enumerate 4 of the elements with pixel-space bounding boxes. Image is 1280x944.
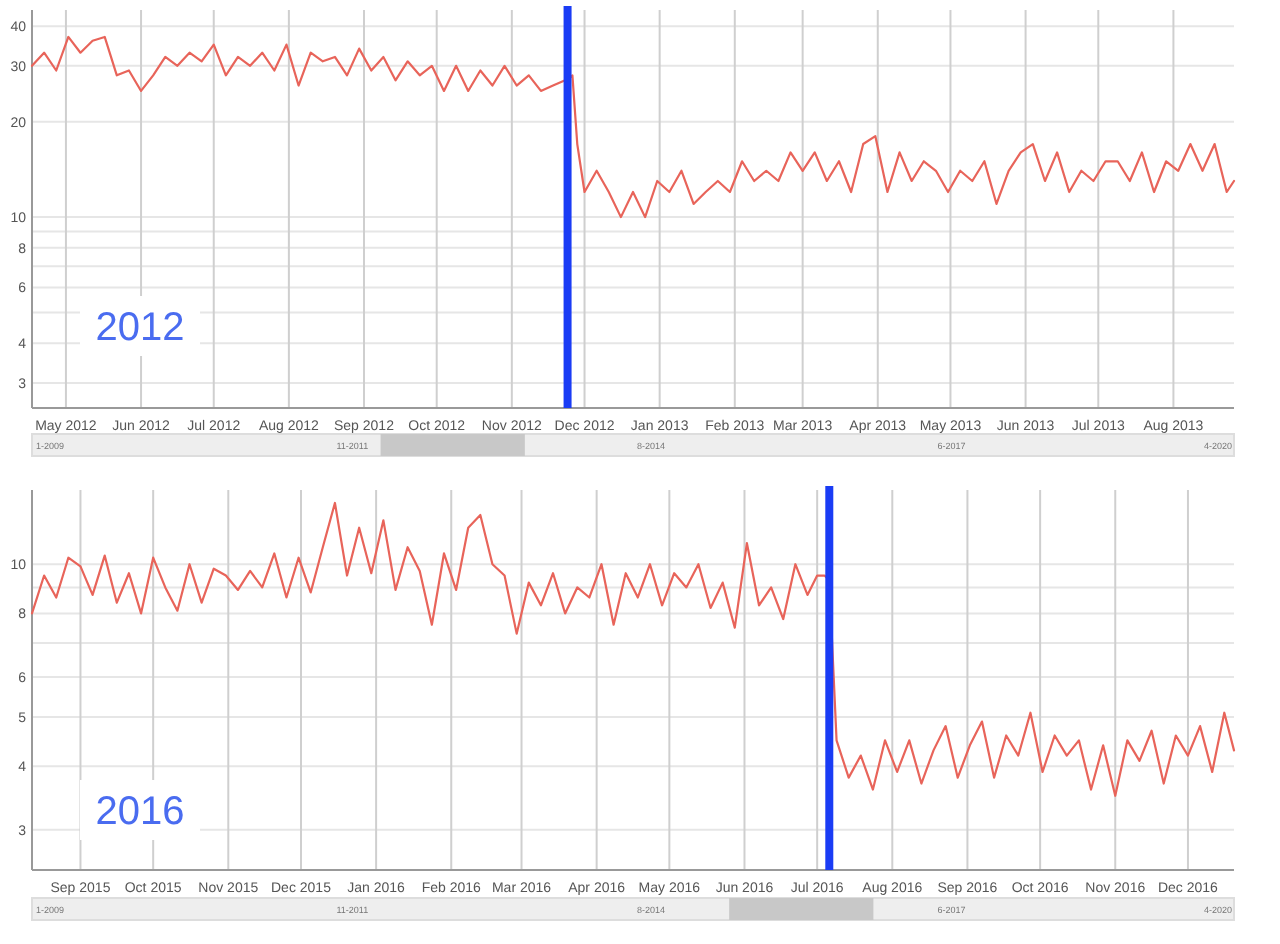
line-series xyxy=(30,501,1236,797)
line-series xyxy=(30,35,1236,219)
annotation: 2016 xyxy=(95,790,185,834)
annotation: 2012 xyxy=(95,306,185,350)
